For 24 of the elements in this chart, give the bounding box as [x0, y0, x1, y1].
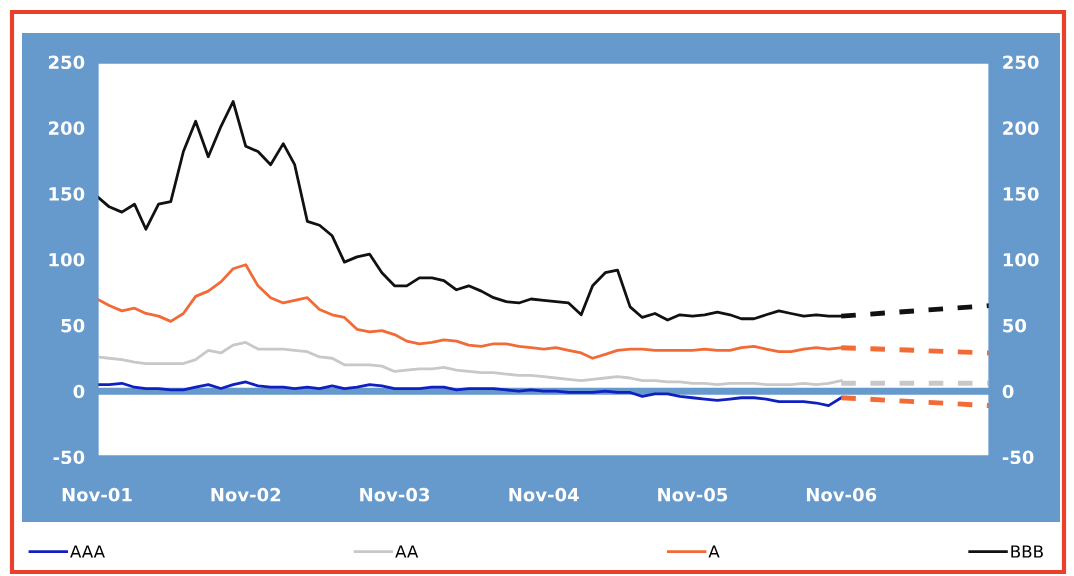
legend-label: A — [708, 545, 720, 558]
y2-tick-label: 200 — [1003, 121, 1039, 135]
x-tick-label: Nov-01 — [62, 487, 132, 502]
y-tick-label: -50 — [53, 450, 85, 465]
legend-label: AA — [395, 545, 419, 558]
y2-tick-label: 150 — [1003, 187, 1039, 201]
y-tick-label: 200 — [48, 121, 85, 135]
legend-label: AAA — [70, 545, 105, 558]
legend-label: BBB — [1011, 545, 1043, 558]
y2-tick-label: 250 — [1003, 55, 1039, 70]
x-tick-label: Nov-03 — [360, 487, 430, 502]
y-tick-label: 150 — [49, 187, 85, 201]
y-tick-label: 0 — [73, 384, 85, 399]
y2-tick-label: 50 — [1003, 318, 1027, 333]
x-tick-label: Nov-05 — [658, 487, 728, 502]
x-tick-label: Nov-06 — [806, 487, 877, 502]
y-tick-label: 250 — [48, 55, 85, 70]
x-tick-label: Nov-04 — [509, 487, 579, 502]
y2-tick-label: 100 — [1003, 252, 1039, 267]
y2-tick-label: -50 — [1002, 450, 1034, 465]
y2-tick-label: 0 — [1002, 384, 1014, 399]
x-tick-label: Nov-02 — [211, 487, 281, 502]
y-tick-label: 100 — [49, 252, 85, 267]
y-tick-label: 50 — [61, 318, 85, 333]
